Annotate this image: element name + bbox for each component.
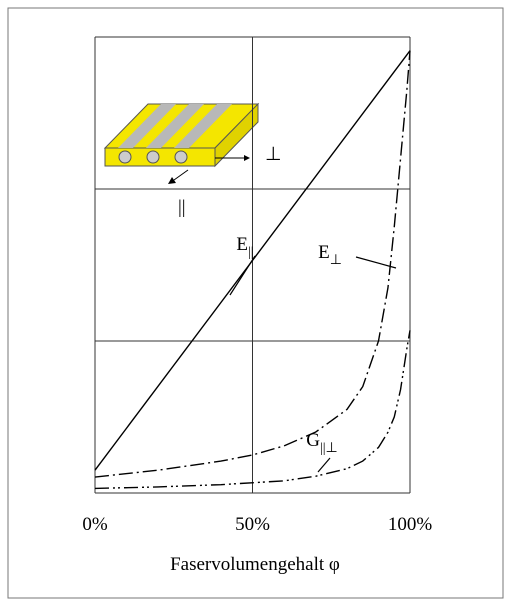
series-subscript: || (248, 245, 254, 260)
x-tick-label: 50% (235, 514, 270, 535)
frame (8, 8, 503, 598)
x-tick-label: 0% (82, 514, 108, 535)
x-tick-label: 100% (388, 514, 433, 535)
chart: ⊥ || Faservolumengehalt φ 0%50%100%E||E⊥… (0, 0, 511, 606)
fiber-end (175, 151, 187, 163)
series-subscript: ||⊥ (320, 441, 338, 456)
series-subscript: ⊥ (330, 253, 342, 268)
x-axis-label: Faservolumengehalt φ (170, 554, 340, 575)
fiber-end (119, 151, 131, 163)
fiber-end (147, 151, 159, 163)
series-name: G (306, 430, 320, 451)
series-name: E (318, 242, 330, 263)
inset-label: || (178, 197, 186, 218)
series-name: E (236, 234, 248, 255)
inset-label: ⊥ (265, 144, 282, 165)
